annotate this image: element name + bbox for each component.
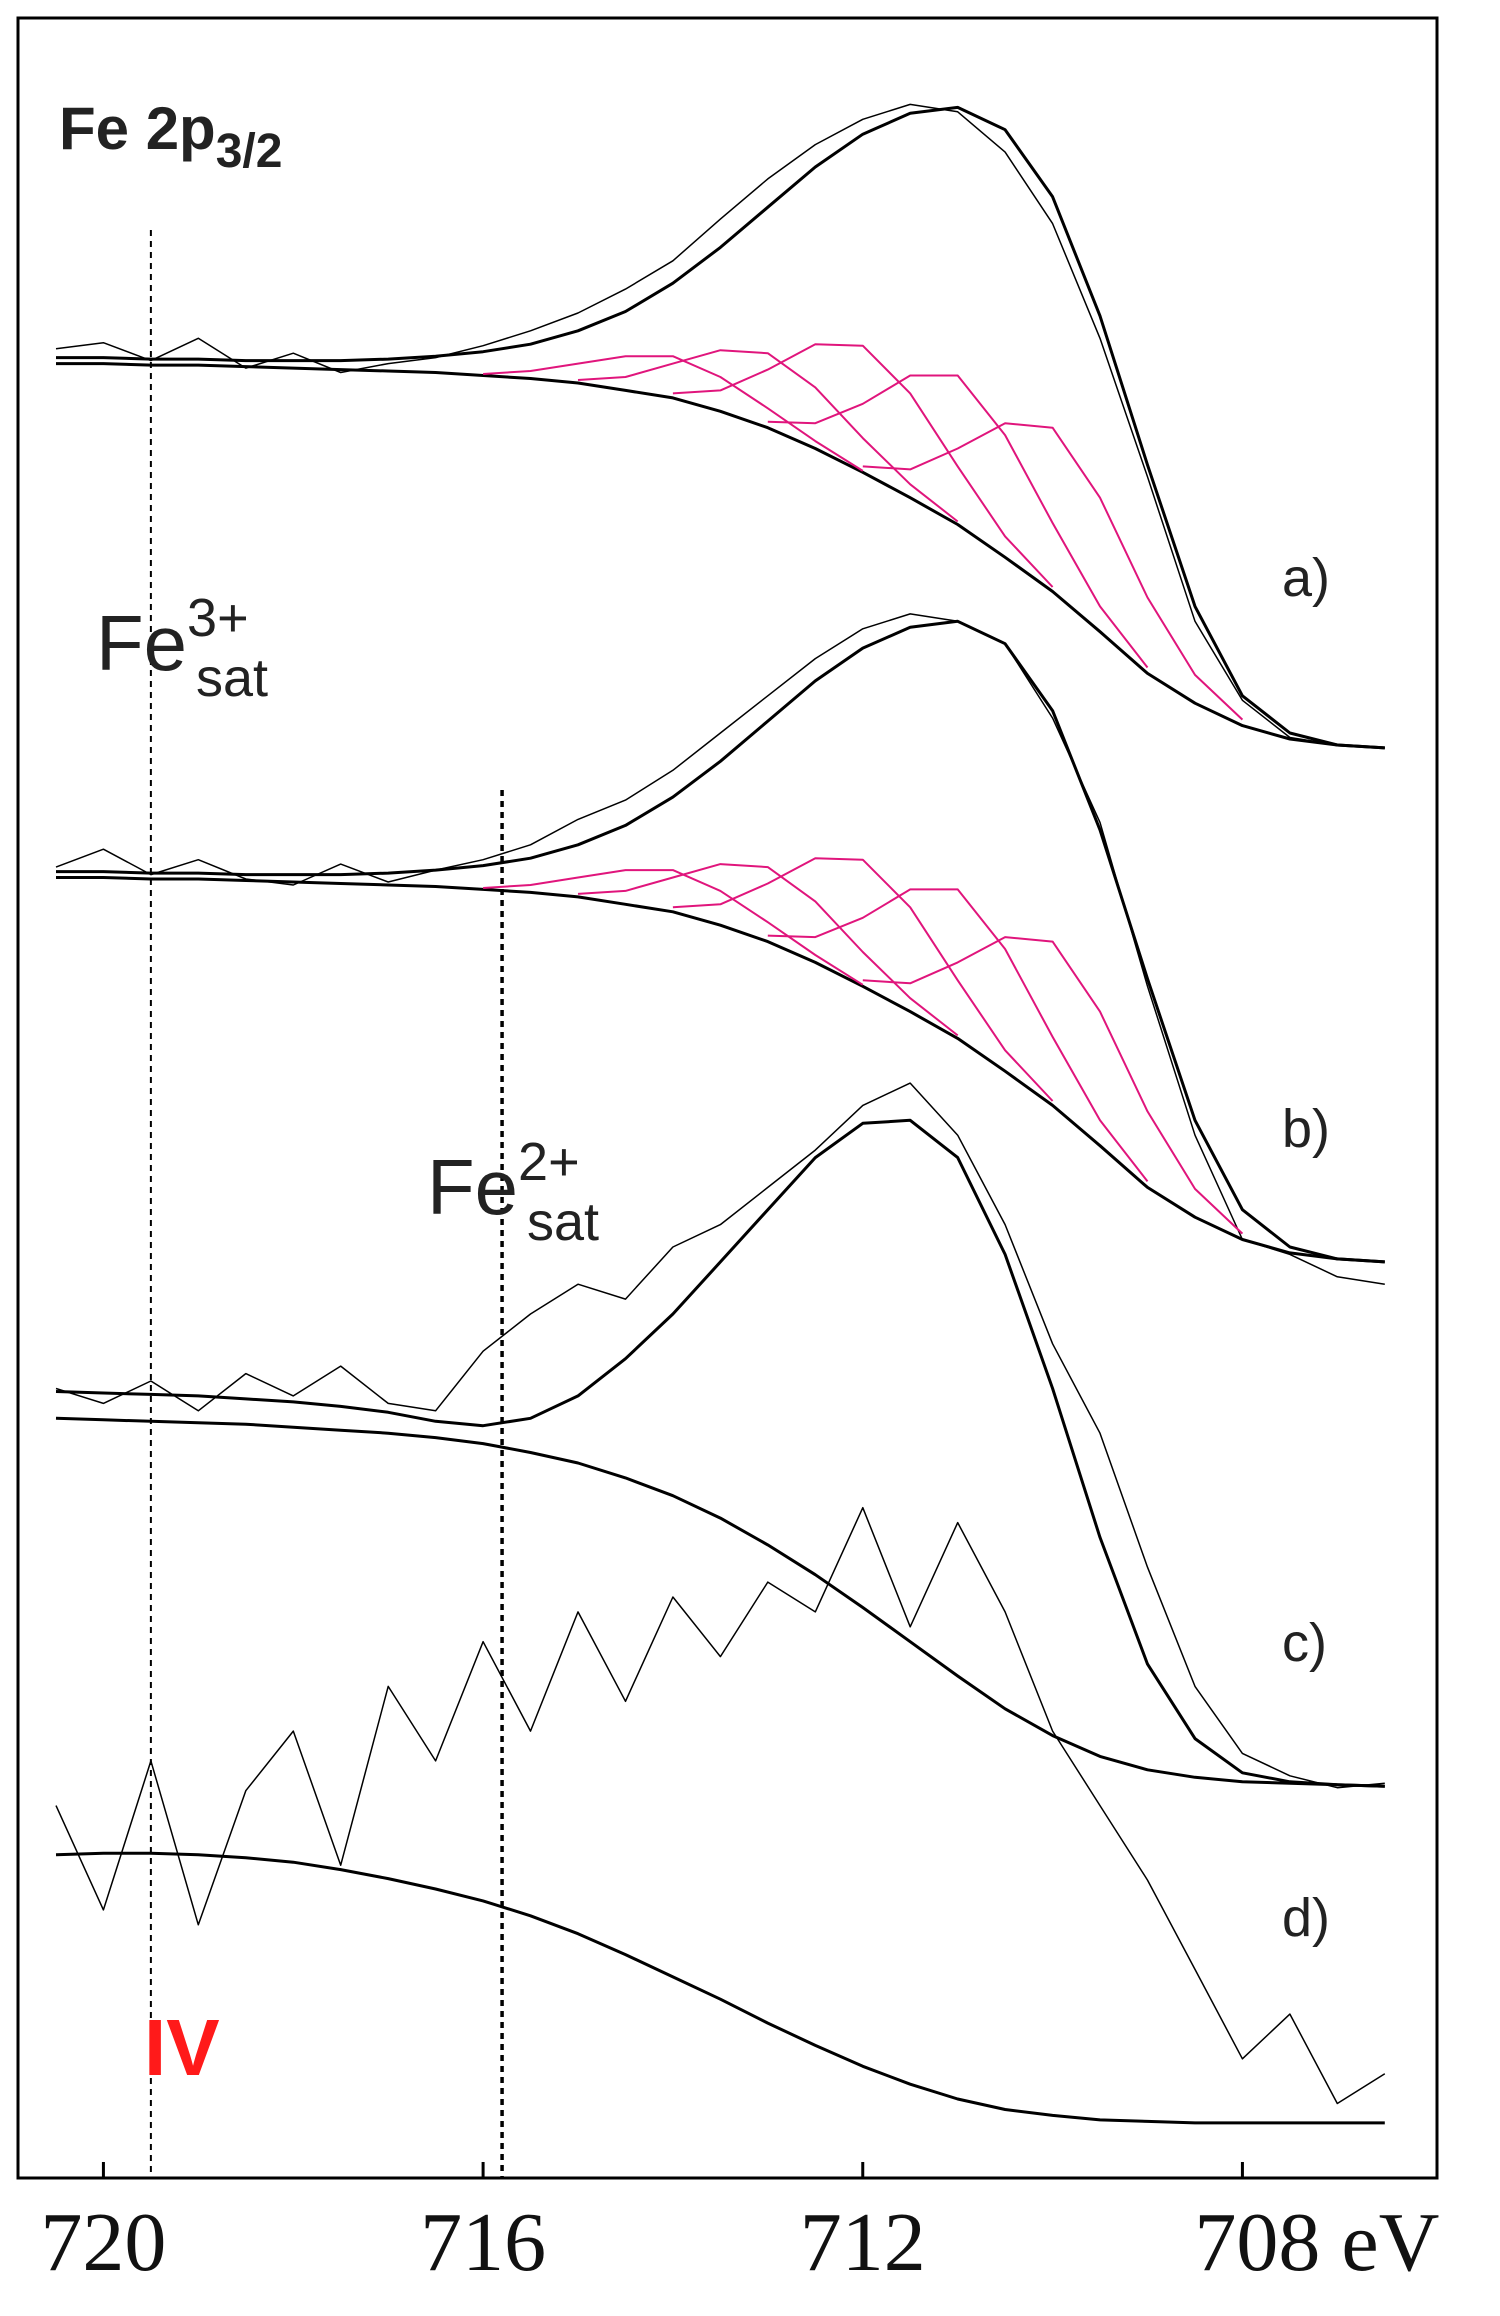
series-line bbox=[672, 343, 1054, 588]
series-line bbox=[55, 1851, 1385, 2125]
annotation-main: Fe bbox=[427, 1143, 518, 1231]
series-line bbox=[767, 374, 1149, 669]
series-line bbox=[767, 888, 1149, 1183]
series-line bbox=[862, 422, 1244, 721]
annotation-sup: 3+ bbox=[187, 588, 249, 648]
annotation-sub: sat bbox=[196, 648, 268, 708]
x-tick-label: 708 eV bbox=[1194, 2196, 1439, 2289]
series-line bbox=[55, 1506, 1386, 2105]
annotation-sub: sat bbox=[527, 1192, 599, 1252]
series-line bbox=[56, 362, 1385, 750]
series-line bbox=[577, 863, 959, 1037]
series-line bbox=[577, 349, 959, 523]
plot-layer bbox=[55, 103, 1386, 2178]
annotation-iv: IV bbox=[144, 2003, 220, 2092]
chart-title: Fe 2p3/2 bbox=[59, 95, 282, 178]
series-line bbox=[55, 103, 1385, 749]
annotation: Fe3+ sat bbox=[96, 588, 268, 708]
spectrum-label: c) bbox=[1282, 1613, 1327, 1673]
series-line bbox=[55, 1118, 1385, 1788]
annotation: Fe2+ sat bbox=[427, 1132, 599, 1252]
plot-frame bbox=[16, 16, 1439, 2180]
series-line bbox=[483, 869, 864, 986]
series-line bbox=[862, 936, 1244, 1235]
x-tick-label: 720 bbox=[40, 2196, 166, 2289]
series-line bbox=[56, 105, 1385, 750]
spectrum-label: d) bbox=[1282, 1888, 1330, 1948]
series-line bbox=[55, 1416, 1385, 1788]
annotation-sup: 2+ bbox=[518, 1132, 580, 1192]
annotation-main: Fe bbox=[96, 599, 187, 687]
series-line bbox=[55, 1082, 1385, 1789]
spectrum-label: b) bbox=[1282, 1099, 1330, 1159]
series-line bbox=[56, 876, 1385, 1264]
x-tick-label: 716 bbox=[420, 2196, 546, 2289]
title-sub: 3/2 bbox=[216, 125, 283, 178]
title-main: Fe 2p bbox=[59, 95, 216, 162]
series-line bbox=[483, 355, 864, 472]
spectrum-label: a) bbox=[1282, 548, 1330, 608]
series-line bbox=[672, 857, 1054, 1102]
x-tick-label: 712 bbox=[800, 2196, 926, 2289]
series-line bbox=[55, 613, 1385, 1285]
series-line bbox=[56, 619, 1385, 1264]
